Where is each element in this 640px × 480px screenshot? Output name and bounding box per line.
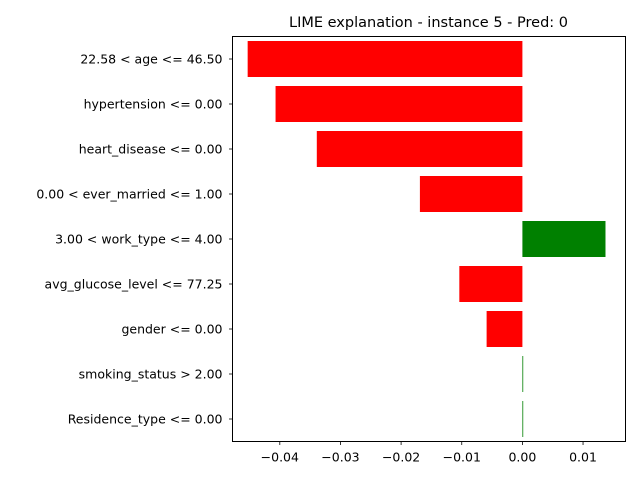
y-tick-label-6: gender <= 0.00 — [121, 322, 222, 337]
bar-3 — [419, 176, 523, 212]
x-axis-ticks: −0.04 −0.03 −0.02 −0.01 0.00 0.01 — [261, 441, 597, 465]
bar-8 — [522, 401, 524, 437]
chart-title: LIME explanation - instance 5 - Pred: 0 — [289, 15, 568, 31]
y-axis-ticks: 22.58 < age <= 46.50 hypertension <= 0.00… — [36, 52, 233, 427]
plot-frame — [232, 36, 626, 442]
bar-4 — [522, 221, 606, 257]
bar-1 — [275, 86, 523, 122]
y-tick-label-8: Residence_type <= 0.00 — [68, 412, 223, 427]
x-tick-label-4: 0.00 — [508, 450, 536, 465]
x-tick-label-3: −0.01 — [443, 450, 481, 465]
x-tick-label-5: 0.01 — [569, 450, 597, 465]
y-tick-label-3: 0.00 < ever_married <= 1.00 — [36, 187, 222, 202]
bar-6 — [486, 311, 523, 347]
y-tick-label-0: 22.58 < age <= 46.50 — [80, 52, 222, 67]
y-tick-label-7: smoking_status > 2.00 — [79, 367, 223, 382]
y-tick-label-5: avg_glucose_level <= 77.25 — [45, 277, 223, 292]
bar-2 — [316, 131, 523, 167]
bars-layer — [247, 41, 606, 437]
bar-7 — [522, 356, 524, 392]
bar-5 — [459, 266, 523, 302]
bar-0 — [247, 41, 523, 77]
x-tick-label-2: −0.02 — [382, 450, 420, 465]
y-tick-label-1: hypertension <= 0.00 — [84, 97, 223, 112]
x-tick-label-1: −0.03 — [321, 450, 359, 465]
y-tick-label-4: 3.00 < work_type <= 4.00 — [55, 232, 222, 247]
y-tick-label-2: heart_disease <= 0.00 — [79, 142, 223, 157]
x-tick-label-0: −0.04 — [261, 450, 299, 465]
